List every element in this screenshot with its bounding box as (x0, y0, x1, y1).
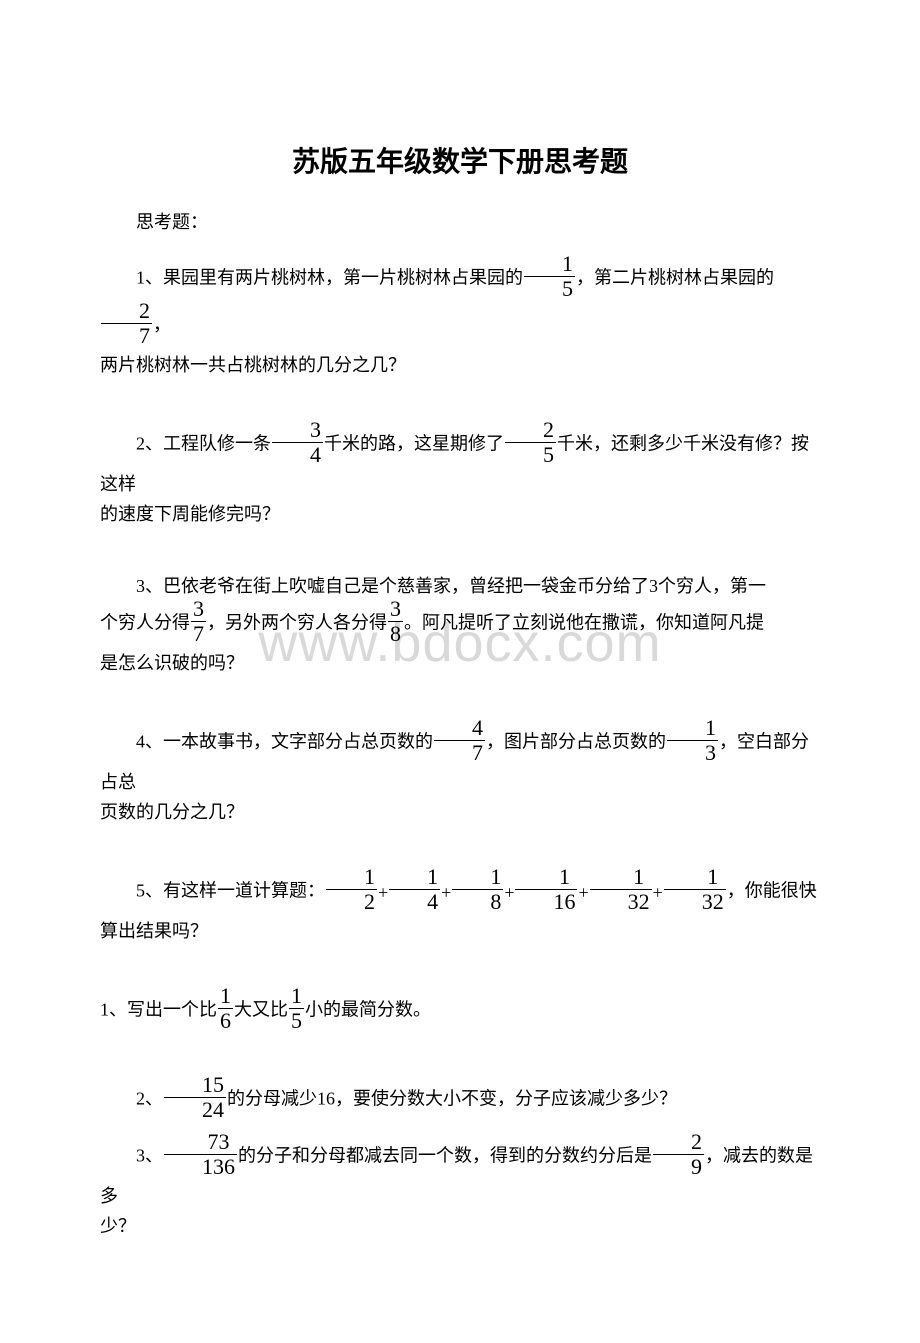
text: 的速度下周能修完吗？ (100, 499, 820, 529)
fraction: 132 (664, 866, 726, 913)
text: 2、工程队修一条 (136, 434, 271, 454)
fraction: 132 (590, 866, 652, 913)
text: 千米的路，这星期修了 (324, 434, 504, 454)
text: 的分母减少16，要使分数大小不变，分子应该减少多少？ (227, 1089, 677, 1109)
question-3: 3、73136的分子和分母都减去同一个数，得到的分数约分后是29，减去的数是多 … (100, 1134, 820, 1241)
problem-1: 1、果园里有两片桃树林，第一片桃树林占果园的15，第二片桃树林占果园的 27， 两… (100, 256, 820, 380)
problem-5: 5、有这样一道计算题：12+14+18+116+132+132，你能很快算出结果… (100, 869, 820, 946)
problem-3: 3、巴依老爷在街上吹嘘自己是个慈善家，曾经把一袋金币分给了3个穷人，第一 个穷人… (100, 571, 820, 678)
fraction: 1524 (164, 1074, 226, 1121)
text: ，另外两个穷人各分得 (207, 613, 387, 633)
fraction: 25 (505, 419, 556, 466)
text: ， (153, 315, 171, 335)
fraction: 116 (515, 866, 577, 913)
fraction: 16 (218, 985, 233, 1032)
text: 是怎么识破的吗？ (100, 648, 820, 678)
problem-4: 4、一本故事书，文字部分占总页数的47，图片部分占总页数的13，空白部分占总 页… (100, 720, 820, 827)
fraction: 15 (524, 253, 575, 300)
text: 。阿凡提听了立刻说他在撒谎，你知道阿凡提 (404, 613, 764, 633)
text: 1、写出一个比 (100, 1000, 217, 1020)
text: 2、 (136, 1089, 163, 1109)
text: 3、巴依老爷在街上吹嘘自己是个慈善家，曾经把一袋金币分给了3个穷人，第一 (100, 571, 820, 601)
text: 大又比 (234, 1000, 288, 1020)
text: 个穷人分得 (100, 613, 190, 633)
fraction: 18 (452, 866, 503, 913)
fraction: 15 (289, 985, 304, 1032)
plus: + (653, 883, 663, 903)
fraction: 34 (272, 419, 323, 466)
fraction: 38 (388, 598, 403, 645)
text: 少？ (100, 1211, 820, 1241)
text: 页数的几分之几？ (100, 797, 820, 827)
text: ，第二片桃树林占果园的 (576, 268, 774, 288)
text: 1、果园里有两片桃树林，第一片桃树林占果园的 (136, 268, 523, 288)
fraction: 37 (191, 598, 206, 645)
fraction: 47 (434, 717, 485, 764)
text: 两片桃树林一共占桃树林的几分之几？ (100, 350, 820, 380)
problem-2: 2、工程队修一条34千米的路，这星期修了25千米，还剩多少千米没有修？按这样 的… (100, 422, 820, 529)
fraction: 14 (389, 866, 440, 913)
fraction: 73136 (164, 1131, 237, 1178)
plus: + (441, 883, 451, 903)
plus: + (378, 883, 388, 903)
text: ，图片部分占总页数的 (486, 732, 666, 752)
text: 5、有这样一道计算题： (136, 881, 325, 901)
fraction: 12 (326, 866, 377, 913)
page-title: 苏版五年级数学下册思考题 (100, 140, 820, 180)
text: 小的最简分数。 (305, 1000, 431, 1020)
text: 3、 (136, 1146, 163, 1166)
fraction: 13 (667, 717, 718, 764)
fraction: 27 (101, 300, 152, 347)
plus: + (504, 883, 514, 903)
fraction: 29 (653, 1131, 704, 1178)
question-2: 2、1524的分母减少16，要使分数大小不变，分子应该减少多少？ (100, 1077, 820, 1124)
text: 4、一本故事书，文字部分占总页数的 (136, 732, 433, 752)
text: 的分子和分母都减去同一个数，得到的分数约分后是 (238, 1146, 652, 1166)
plus: + (578, 883, 588, 903)
subtitle: 思考题： (100, 208, 820, 234)
question-1: 1、写出一个比16大又比15小的最简分数。 (100, 988, 820, 1035)
